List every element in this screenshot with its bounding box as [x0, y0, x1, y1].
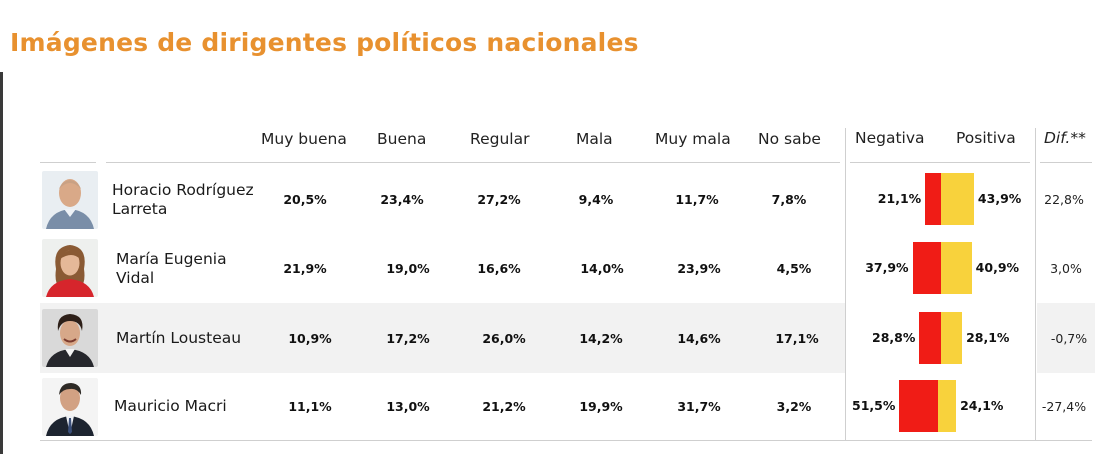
- cell-dif: -27,4%: [1041, 399, 1087, 414]
- header-mala: Mala: [576, 130, 613, 148]
- cell-muy-mala: 11,7%: [675, 192, 719, 207]
- cell-muy-buena: 21,9%: [283, 261, 327, 276]
- cell-no-sabe: 3,2%: [776, 399, 812, 414]
- cell-muy-mala: 23,9%: [677, 261, 721, 276]
- label-positiva: 43,9%: [977, 191, 1022, 206]
- separator-bars: [845, 128, 846, 440]
- avatar-lousteau: [42, 309, 98, 367]
- label-negativa: 51,5%: [852, 398, 896, 413]
- header-rule-bars: [850, 162, 1030, 163]
- label-negativa: 21,1%: [877, 191, 922, 206]
- cell-regular: 16,6%: [477, 261, 521, 276]
- header-regular: Regular: [470, 130, 530, 148]
- header-buena: Buena: [377, 130, 427, 148]
- row-highlight-dif: [1037, 303, 1095, 373]
- avatar-vidal: [42, 239, 98, 297]
- cell-dif: 3,0%: [1050, 261, 1082, 276]
- cell-no-sabe: 4,5%: [776, 261, 812, 276]
- bar-positiva: [941, 242, 972, 294]
- cell-mala: 9,4%: [578, 192, 614, 207]
- label-negativa: 37,9%: [865, 260, 909, 275]
- cell-buena: 17,2%: [386, 331, 430, 346]
- row-name-line2: Larreta: [112, 200, 168, 218]
- cell-no-sabe: 17,1%: [775, 331, 819, 346]
- cell-mala: 14,2%: [579, 331, 623, 346]
- label-positiva: 28,1%: [966, 330, 1010, 345]
- cell-buena: 13,0%: [386, 399, 430, 414]
- bar-positiva: [938, 380, 957, 432]
- row-name-line1: Mauricio Macri: [114, 397, 227, 415]
- avatar-rodriguez-larreta: [42, 171, 98, 229]
- label-negativa: 28,8%: [872, 330, 916, 345]
- header-dif: Dif.**: [1044, 129, 1086, 147]
- avatar-macri: [42, 378, 98, 436]
- bar-positiva: [941, 312, 963, 364]
- header-rule-photo: [40, 162, 96, 163]
- bar-negativa: [912, 242, 941, 294]
- cell-mala: 14,0%: [580, 261, 624, 276]
- cell-dif: -0,7%: [1050, 331, 1088, 346]
- cell-buena: 23,4%: [380, 192, 424, 207]
- header-no-sabe: No sabe: [758, 130, 821, 148]
- cell-buena: 19,0%: [386, 261, 430, 276]
- row-highlight-main: [40, 303, 845, 373]
- cell-regular: 21,2%: [482, 399, 526, 414]
- cell-regular: 26,0%: [482, 331, 526, 346]
- row-name-line2: Vidal: [116, 269, 155, 287]
- cell-muy-buena: 20,5%: [283, 192, 327, 207]
- cell-regular: 27,2%: [477, 192, 521, 207]
- cell-mala: 19,9%: [579, 399, 623, 414]
- bar-positiva: [941, 173, 974, 225]
- cell-muy-buena: 10,9%: [288, 331, 332, 346]
- cell-muy-mala: 14,6%: [677, 331, 721, 346]
- row-name-line1: Martín Lousteau: [116, 329, 242, 347]
- cell-muy-buena: 11,1%: [288, 399, 332, 414]
- cell-no-sabe: 7,8%: [771, 192, 807, 207]
- header-rule-table: [106, 162, 840, 163]
- label-positiva: 24,1%: [960, 398, 1004, 413]
- header-rule-dif: [1040, 162, 1092, 163]
- header-muy-buena: Muy buena: [261, 130, 347, 148]
- left-edge-rule: [0, 72, 3, 454]
- row-name-line1: María Eugenia: [116, 250, 227, 268]
- bar-negativa: [925, 173, 941, 225]
- cell-dif: 22,8%: [1044, 192, 1084, 207]
- cell-muy-mala: 31,7%: [677, 399, 721, 414]
- bar-negativa: [919, 312, 941, 364]
- separator-dif: [1035, 128, 1036, 440]
- label-positiva: 40,9%: [975, 260, 1020, 275]
- bottom-rule: [40, 440, 1092, 441]
- page-title: Imágenes de dirigentes políticos naciona…: [10, 28, 639, 57]
- row-name-line1: Horacio Rodríguez: [112, 181, 254, 199]
- bar-negativa: [899, 380, 938, 432]
- header-muy-mala: Muy mala: [655, 130, 731, 148]
- header-negativa: Negativa: [855, 129, 925, 147]
- header-positiva: Positiva: [956, 129, 1016, 147]
